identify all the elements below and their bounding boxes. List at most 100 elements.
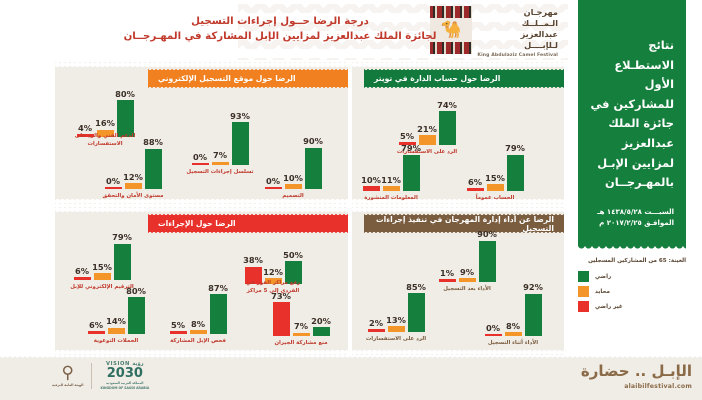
bar-value-label: 90% xyxy=(477,229,497,240)
bar-rect xyxy=(312,326,330,336)
panel-notch-top xyxy=(352,62,564,67)
bar-rect xyxy=(73,277,91,280)
bar-value-label: 15% xyxy=(92,261,112,272)
plot-area: 2% 13% 85% الرد على الاستفسارات 1% 9% 90% الأدا… xyxy=(352,230,564,351)
sidebar-panel: نتائج الاستطـلاع الأول للمشاركين في جائز… xyxy=(570,0,702,355)
bar-rect xyxy=(264,187,282,189)
bar: 0% xyxy=(104,176,122,189)
panel-title-notch-bottom xyxy=(148,86,348,89)
legend-item: راضي xyxy=(578,271,686,282)
sidebar-notch-bottom xyxy=(578,245,686,252)
legend: العينة: 65 من المشاركين المسجلين راضي محا… xyxy=(578,258,686,316)
bar-rect xyxy=(466,188,484,191)
bars: 0% 12% 88% xyxy=(104,138,163,189)
plot-area: 5% 21% 74% الرد على الاستفسارات 10% 11% 79% الم… xyxy=(352,90,564,200)
bar-rect xyxy=(144,148,162,189)
camel-head-icon: 🐪 xyxy=(430,6,473,54)
bar: 15% xyxy=(92,261,112,280)
bar-value-label: 4% xyxy=(77,122,93,133)
bar-value-label: 0% xyxy=(265,175,281,186)
bar-rect xyxy=(96,129,114,137)
panel-title-text: الرضا حول موقع التسجيل الإلكتروني xyxy=(158,74,296,83)
bar: 80% xyxy=(115,90,135,137)
footer-logos: ⚲ الهيئة العامة للترفيه VISION رؤية 2030… xyxy=(52,361,149,390)
bar-rect xyxy=(284,261,302,284)
bar-rect xyxy=(189,330,207,334)
chart-panel: الرضا حول الإجراءات 6% 15% 79% الترقيم الإلك… xyxy=(55,207,348,355)
bar: 8% xyxy=(189,319,207,334)
bar-value-label: 12% xyxy=(123,172,143,183)
bar-group: 4% 16% 80% الدعم الفني والرد على الاستفسارا… xyxy=(69,90,141,148)
bar-group: 0% 12% 88% مستوى الأمان والتحقق xyxy=(97,90,169,200)
bar-value-label: 11% xyxy=(381,174,401,185)
bar-group: 0% 7% 93% تسلسل إجراءات التسجيل xyxy=(183,90,257,176)
panel-notch-top xyxy=(55,62,348,67)
sadu-pattern-band-top xyxy=(430,6,473,18)
bars: 4% 16% 80% xyxy=(76,90,135,137)
bar-rect xyxy=(264,278,282,284)
bar-group: 73% 7% 20% منع مشاركة الجيران xyxy=(263,235,339,347)
gea-glyph: ⚲ xyxy=(61,362,74,383)
bar-rect xyxy=(211,161,229,165)
footer: الإبـل .. حضارة alaibilfestival.com ⚲ ال… xyxy=(0,355,702,400)
bar-value-label: 21% xyxy=(417,124,437,135)
bar-value-label: 38% xyxy=(243,255,263,266)
sidebar-date-hijri: السبـــت ١٤٣٨/٥/٢٨ هـ xyxy=(597,207,674,216)
brand-line-1: مهرجـان xyxy=(523,7,558,17)
bar-group-label: مستوى الأمان والتحقق xyxy=(102,192,164,199)
footer-notch-top xyxy=(0,355,702,360)
bar-rect xyxy=(524,293,542,336)
bar-value-label: 87% xyxy=(208,282,228,293)
bars: 5% 8% 87% xyxy=(169,282,228,334)
panel-title-notch-top xyxy=(148,213,348,216)
page-title-line-2: لجائزة الملك عبدالعزيز لمزايين الإبل الم… xyxy=(123,31,437,43)
panel-title: الرضا حول حساب الدارة في تويتر xyxy=(364,68,564,89)
bar-rect xyxy=(486,184,504,191)
bars: 38% 12% 50% xyxy=(243,250,303,284)
bar-group: 5% 21% 74% الرد على الاستفسارات xyxy=(390,90,464,156)
bar-group: 6% 14% 80% الحملات التوعوية xyxy=(83,235,149,345)
bar-value-label: 8% xyxy=(190,319,206,330)
bar-value-label: 6% xyxy=(467,176,483,187)
bar-value-label: 9% xyxy=(459,266,475,277)
bar-value-label: 14% xyxy=(106,316,126,327)
bar-rect xyxy=(438,279,456,282)
bar-group-label: الرد على الاستفسارات xyxy=(365,335,427,342)
bar-rect xyxy=(87,331,105,334)
bar: 6% xyxy=(73,266,91,280)
bar-value-label: 13% xyxy=(386,314,406,325)
bar-value-label: 10% xyxy=(283,173,303,184)
bar-group-label: فحص الإبل المشاركة xyxy=(170,337,226,344)
legend-sample-note: العينة: 65 من المشاركين المسجلين xyxy=(588,258,686,264)
panel-title-text: الرضا حول الإجراءات xyxy=(158,219,236,228)
falcon-monument-icon: ⚲ الهيئة العامة للترفيه xyxy=(52,362,83,387)
bar-value-label: 1% xyxy=(439,267,455,278)
vision-number: 2030 xyxy=(106,366,143,381)
bar-group-label: الأداء بعد التسجيل xyxy=(443,285,491,292)
sidebar-date-gregorian: الموافـق ٢٠١٧/٢/٢٥ م xyxy=(599,219,674,228)
bars: 0% 10% 90% xyxy=(264,137,323,189)
bar-rect xyxy=(478,240,496,282)
bar: 20% xyxy=(311,316,331,336)
bar-rect xyxy=(209,293,227,334)
bar-rect xyxy=(107,327,125,334)
panel-notch-bottom xyxy=(352,350,564,355)
bar-rect xyxy=(76,134,94,137)
sidebar-date: السبـــت ١٤٣٨/٥/٢٨ هـ الموافـق ٢٠١٧/٢/٢٥… xyxy=(578,193,686,229)
bar-group-label: تسلسل إجراءات التسجيل xyxy=(186,168,254,175)
bars: 5% 21% 74% xyxy=(398,100,457,145)
bar-value-label: 79% xyxy=(401,143,421,154)
panel-title: الرضا عن أداء إدارة المهرجان في تنفيذ إج… xyxy=(364,213,564,234)
bar: 10% xyxy=(283,173,303,189)
bar: 38% xyxy=(243,255,263,284)
bar-value-label: 79% xyxy=(505,143,525,154)
legend-item-label: راضي xyxy=(595,273,612,280)
bar-group: 1% 9% 90% الأداء بعد التسجيل xyxy=(436,230,498,293)
brand-logo: مهرجـان الـمــلــك عبدالعزيز لـلإبــــل … xyxy=(430,6,558,58)
legend-item-label: غير راضي xyxy=(595,303,623,310)
footer-website-url[interactable]: alaibilfestival.com xyxy=(624,382,692,390)
bar-value-label: 0% xyxy=(485,322,501,333)
bars: 6% 15% 79% xyxy=(466,143,525,191)
brand-line-3: عبدالعزيز xyxy=(520,28,558,39)
bar: 0% xyxy=(191,152,209,165)
